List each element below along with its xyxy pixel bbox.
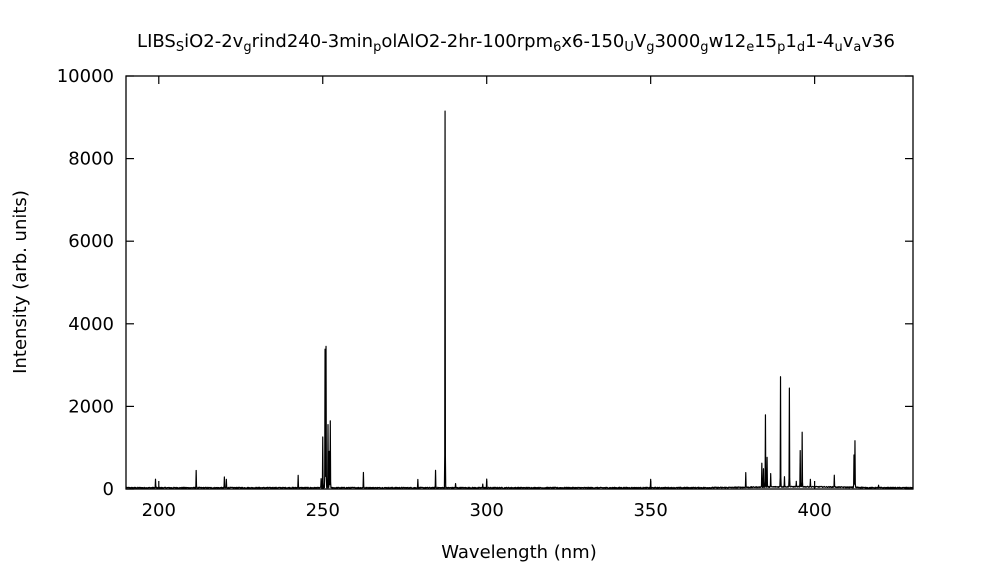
title-subscript: d — [797, 40, 805, 55]
x-tick-label: 200 — [142, 500, 176, 521]
y-tick-label: 8000 — [68, 149, 114, 170]
y-axis: 0 2000 4000 6000 8000 10000 — [57, 66, 913, 500]
x-axis-label: Wavelength (nm) — [441, 542, 597, 563]
x-tick-label: 250 — [306, 500, 340, 521]
title-subscript: p — [777, 40, 785, 55]
title-segment: olAlO2-2hr-100rpm — [381, 31, 553, 52]
title-subscript: U — [624, 40, 634, 55]
x-tick-label: 300 — [470, 500, 504, 521]
y-axis-label: Intensity (arb. units) — [10, 190, 31, 374]
title-subscript: g — [646, 40, 654, 55]
title-segment: iO2-2v — [184, 31, 244, 52]
title-subscript: p — [373, 40, 381, 55]
title-segment: v — [843, 31, 854, 52]
x-tick-label: 350 — [633, 500, 667, 521]
y-tick-label: 4000 — [68, 314, 114, 335]
title-subscript: 6 — [553, 40, 561, 55]
spectrum-line — [125, 110, 914, 489]
title-segment: LIBS — [137, 31, 176, 52]
x-axis: 200 250 300 350 400 — [142, 76, 832, 521]
title-subscript: g — [700, 40, 708, 55]
y-tick-label: 10000 — [57, 66, 114, 87]
y-tick-label: 6000 — [68, 231, 114, 252]
title-subscript: S — [176, 40, 184, 55]
title-segment: V — [634, 31, 647, 52]
plot-frame — [125, 75, 914, 490]
title-segment: 1 — [785, 31, 796, 52]
title-segment: rind240-3min — [252, 31, 373, 52]
title-subscript: a — [853, 40, 861, 55]
y-tick-label: 0 — [103, 479, 114, 500]
title-segment: w12 — [709, 31, 747, 52]
title-segment: 15 — [754, 31, 777, 52]
title-subscript: e — [746, 40, 754, 55]
chart-title: LIBSSiO2-2vgrind240-3minpolAlO2-2hr-100r… — [137, 31, 895, 55]
title-segment: v36 — [861, 31, 895, 52]
title-subscript: g — [243, 40, 251, 55]
y-tick-label: 2000 — [68, 396, 114, 417]
title-segment: 3000 — [654, 31, 700, 52]
title-segment: x6-150 — [561, 31, 624, 52]
title-segment: 1-4 — [805, 31, 834, 52]
title-subscript: u — [835, 40, 843, 55]
x-tick-label: 400 — [797, 500, 831, 521]
